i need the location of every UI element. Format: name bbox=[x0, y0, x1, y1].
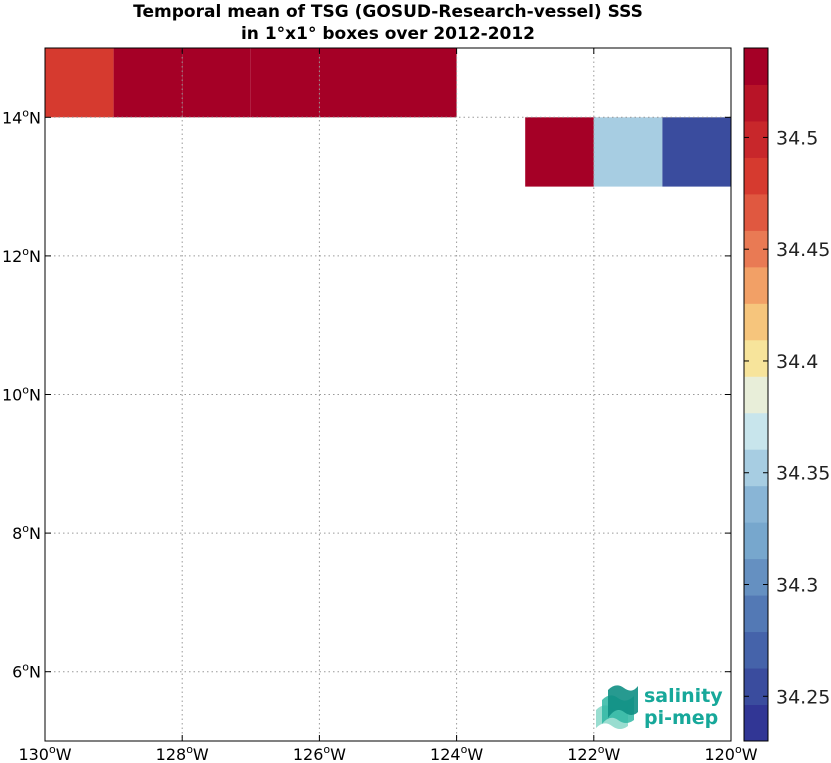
colorbar: 34.25 34.3 34.35 34.4 34.45 34.5 bbox=[743, 47, 830, 742]
salinity-pi-mep-logo: salinity pi-mep bbox=[596, 685, 723, 729]
colorbar-segment bbox=[744, 376, 768, 414]
colorbar-segment bbox=[744, 485, 768, 523]
logo-text-pi-mep: pi-mep bbox=[644, 707, 718, 729]
colorbar-segment bbox=[744, 339, 768, 377]
y-tick-label: 8oN bbox=[12, 522, 41, 543]
x-tick-label: 128oW bbox=[156, 743, 209, 763]
colorbar-segment bbox=[744, 668, 768, 706]
sss-cell bbox=[525, 117, 594, 187]
map-plot-area: 130oW 128oW 126oW 124oW 122oW 120oW 6oN 8oN 10oN… bbox=[2, 47, 758, 763]
x-tick-label: 126oW bbox=[293, 743, 346, 763]
colorbar-tick-label: 34.25 bbox=[776, 686, 830, 708]
sss-cell bbox=[113, 48, 183, 118]
sss-cell bbox=[319, 48, 388, 118]
colorbar-segment bbox=[744, 157, 768, 195]
colorbar-segment bbox=[744, 631, 768, 669]
x-tick-label: 120oW bbox=[704, 743, 757, 763]
x-tick-label: 124oW bbox=[430, 743, 483, 763]
colorbar-frame bbox=[743, 47, 769, 742]
colorbar-segment bbox=[744, 449, 768, 487]
colorbar-tick-label: 34.5 bbox=[776, 127, 818, 149]
colorbar-segment bbox=[744, 193, 768, 231]
colorbar-segment bbox=[744, 266, 768, 304]
colorbar-segment bbox=[744, 412, 768, 450]
colorbar-segment bbox=[744, 84, 768, 122]
colorbar-tick-label: 34.4 bbox=[776, 351, 818, 373]
colorbar-segment bbox=[744, 120, 768, 158]
chart-title-line1: Temporal mean of TSG (GOSUD-Research-ves… bbox=[133, 2, 643, 22]
colorbar-segment bbox=[744, 595, 768, 633]
colorbar-tick-label: 34.3 bbox=[776, 575, 818, 597]
sss-cell bbox=[182, 48, 251, 118]
chart-title-line2: in 1°x1° boxes over 2012-2012 bbox=[241, 24, 535, 44]
y-tick-label: 10oN bbox=[2, 384, 41, 405]
x-tick-label: 130oW bbox=[18, 743, 71, 763]
logo-waves-icon bbox=[596, 685, 638, 729]
colorbar-segment bbox=[744, 522, 768, 560]
colorbar-tick-label: 34.45 bbox=[776, 239, 830, 261]
colorbar-tick-label: 34.35 bbox=[776, 463, 830, 485]
sss-cell bbox=[250, 48, 320, 118]
y-tick-label: 12oN bbox=[2, 245, 41, 266]
colorbar-segment bbox=[744, 558, 768, 596]
sss-cell bbox=[45, 48, 114, 118]
sss-cell bbox=[662, 117, 731, 187]
colorbar-segment bbox=[744, 303, 768, 341]
colorbar-segment bbox=[744, 48, 768, 85]
y-tick-label: 14oN bbox=[2, 106, 41, 127]
colorbar-segment bbox=[744, 704, 768, 742]
y-tick-label: 6oN bbox=[12, 661, 41, 682]
logo-text-salinity: salinity bbox=[644, 685, 723, 707]
sss-cell bbox=[593, 117, 663, 187]
sss-cell bbox=[388, 48, 457, 118]
x-tick-label: 122oW bbox=[567, 743, 620, 763]
